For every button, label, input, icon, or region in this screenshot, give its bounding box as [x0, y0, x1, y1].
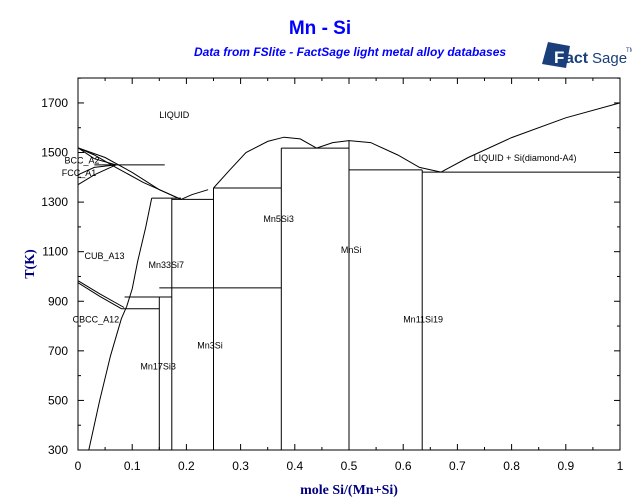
- phase-label: Mn3Si: [197, 340, 223, 350]
- factsage-logo: F act Sage TM: [542, 42, 632, 68]
- y-tick-label: 700: [48, 344, 68, 358]
- phase-boundary-bcc-boundary-2: [77, 147, 117, 166]
- x-tick-label: 0: [75, 459, 82, 473]
- phase-boundary-liquidus-mnsi-dome: [316, 140, 442, 173]
- phase-boundary-fcc-boundary-2: [77, 164, 117, 186]
- x-tick-label: 0.3: [232, 459, 249, 473]
- svg-text:F: F: [554, 48, 564, 67]
- phase-boundary-cub-cbcc-1: [77, 280, 125, 308]
- phase-label: CUB_A13: [85, 251, 125, 261]
- svg-text:Sage: Sage: [592, 50, 627, 67]
- y-tick-label: 900: [48, 294, 68, 308]
- y-tick-label: 1100: [42, 245, 68, 259]
- svg-text:act: act: [565, 50, 589, 67]
- y-tick-label: 500: [48, 393, 68, 407]
- chart-title: Mn - Si: [288, 18, 352, 39]
- phase-boundary-cbcc-boundary: [88, 306, 128, 451]
- x-tick-label: 1: [617, 459, 624, 473]
- phase-boundary-liquidus-mn5si3-dome: [213, 136, 317, 189]
- x-tick-label: 0.9: [557, 459, 574, 473]
- chart-subtitle: Data from FSlite - FactSage light metal …: [193, 45, 507, 59]
- x-tick-label: 0.6: [395, 459, 412, 473]
- x-tick-label: 0.5: [341, 459, 358, 473]
- x-tick-label: 0.2: [178, 459, 195, 473]
- phase-label: MnSi: [341, 245, 362, 255]
- phase-label: Mn17Si3: [140, 361, 176, 371]
- x-tick-label: 0.4: [286, 459, 303, 473]
- phase-boundary-liquidus-mn3si: [180, 189, 209, 200]
- y-axis-label: T(K): [23, 249, 38, 279]
- x-tick-label: 0.1: [124, 459, 141, 473]
- y-tick-label: 1500: [41, 146, 68, 160]
- phase-boundary-liquidus-si-side: [440, 102, 621, 173]
- y-tick-label: 1700: [41, 96, 68, 110]
- phase-boundary-cub-cbcc-2: [77, 282, 122, 310]
- phase-boundary-fcc-boundary-1: [77, 164, 116, 176]
- phase-label: Mn5Si3: [263, 214, 294, 224]
- phase-boundary-bcc-boundary-1: [77, 147, 179, 199]
- phase-label: FCC_A1: [62, 168, 97, 178]
- phase-label: CBCC_A12: [73, 314, 120, 324]
- phase-label: LIQUID: [159, 110, 190, 120]
- phase-label: BCC_A2: [64, 156, 99, 166]
- x-axis-label: mole Si/(Mn+Si): [300, 483, 398, 498]
- phase-label: Mn11Si19: [403, 314, 443, 324]
- y-tick-label: 300: [48, 443, 68, 457]
- x-tick-label: 0.7: [449, 459, 466, 473]
- x-tick-label: 0.8: [503, 459, 520, 473]
- phase-label: Mn33Si7: [148, 260, 184, 270]
- phase-label: LIQUID + Si(diamond-A4): [474, 153, 577, 163]
- y-tick-label: 1300: [41, 195, 68, 209]
- svg-text:TM: TM: [626, 48, 632, 54]
- phase-boundary-mn33si7-left-boundary: [126, 197, 153, 307]
